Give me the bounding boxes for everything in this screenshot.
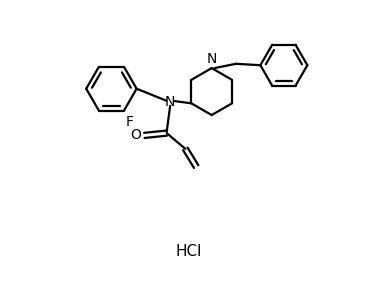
Text: N: N (207, 52, 217, 66)
Text: HCl: HCl (175, 244, 202, 260)
Text: F: F (126, 115, 133, 129)
Text: O: O (130, 128, 141, 142)
Text: N: N (165, 95, 175, 109)
